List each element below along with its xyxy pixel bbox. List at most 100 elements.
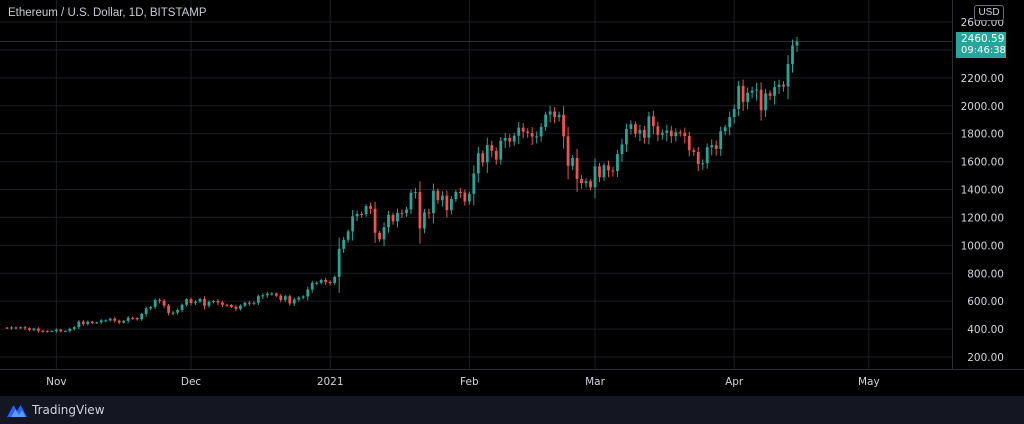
x-tick-label: Mar [585,376,605,388]
candle-up [265,293,269,296]
candle-down [400,212,404,214]
candle-down [634,124,637,134]
candle-down [445,195,449,211]
tradingview-brand[interactable]: TradingView [6,402,105,418]
candle-down [530,132,534,137]
candle-up [283,296,287,300]
candle-up [301,296,305,298]
candle-down [81,321,85,324]
candle-down [553,111,557,118]
candle-up [256,296,260,303]
candle-up [364,206,368,215]
candle-up [728,117,732,128]
candle-up [185,299,188,305]
candle-up [557,114,561,118]
candle-up [153,300,157,308]
candle-up [342,239,346,249]
candle-up [351,216,355,232]
candle-down [458,192,462,194]
candle-up [454,192,458,199]
candle-up [194,301,197,303]
candle-down [234,306,238,309]
candle-up [432,190,435,214]
candle-up [584,181,588,184]
candle-down [687,136,691,151]
time-axis [0,369,1024,396]
candle-down [391,214,395,222]
candle-up [548,111,552,115]
candle-up [355,213,359,217]
candle-down [481,153,485,163]
candle-up [620,144,624,155]
candle-up [77,321,81,328]
candle-down [221,302,224,305]
candle-up [382,227,386,240]
candle-up [10,327,13,329]
candle-up [625,128,628,145]
candle-up [270,293,274,295]
candle-up [414,192,417,194]
y-tick-label: 1200.00 [961,212,1004,224]
candle-up [63,330,67,332]
candle-down [274,293,278,296]
candle-down [759,89,763,111]
candle-up [777,84,781,88]
x-tick-label: Dec [181,376,202,388]
candle-up [786,64,790,87]
candle-up [791,45,794,65]
candle-down [216,301,220,303]
candle-up [616,154,619,172]
candle-down [642,130,646,138]
candle-up [544,114,548,127]
candle-down [46,331,49,333]
candle-down [607,165,610,171]
candle-down [41,330,45,332]
y-tick-label: 400.00 [967,324,1004,336]
candle-down [562,114,565,137]
candle-up [472,173,476,194]
candle-up [539,126,543,137]
candle-up [126,317,130,321]
candle-down [741,85,745,102]
candle-up [665,130,669,133]
candle-up [705,147,709,164]
candle-up [108,318,112,321]
candle-up [207,301,211,306]
candle-down [669,130,673,137]
candle-up [467,193,471,202]
candle-up [647,116,651,138]
candle-up [252,302,256,304]
x-tick-label: May [858,376,880,388]
y-tick-label: 2200.00 [961,73,1004,85]
bar-countdown: 09:46:38 [961,45,1006,56]
candle-down [678,132,682,134]
footer-bar: TradingView [0,396,1024,424]
candle-up [795,41,799,46]
candle-down [598,166,601,178]
candle-up [750,90,754,93]
candle-up [764,93,767,111]
x-tick-label: Apr [725,376,744,388]
candle-up [68,328,72,331]
candle-up [99,320,103,323]
candle-up [723,127,727,132]
candle-up [602,165,606,178]
last-price-value: 2460.59 [961,33,1005,45]
candle-down [566,136,570,166]
candle-up [732,108,736,118]
currency-button[interactable]: USD [974,5,1004,21]
candle-up [512,135,516,142]
candle-up [674,132,678,137]
candle-down [167,305,170,313]
candle-down [14,327,18,329]
candle-down [324,279,328,283]
candle-down [135,318,139,320]
candle-down [5,327,9,329]
candle-up [535,136,539,138]
candle-down [189,299,193,303]
candle-down [692,150,696,152]
candle-down [508,137,512,142]
candle-up [755,89,758,91]
